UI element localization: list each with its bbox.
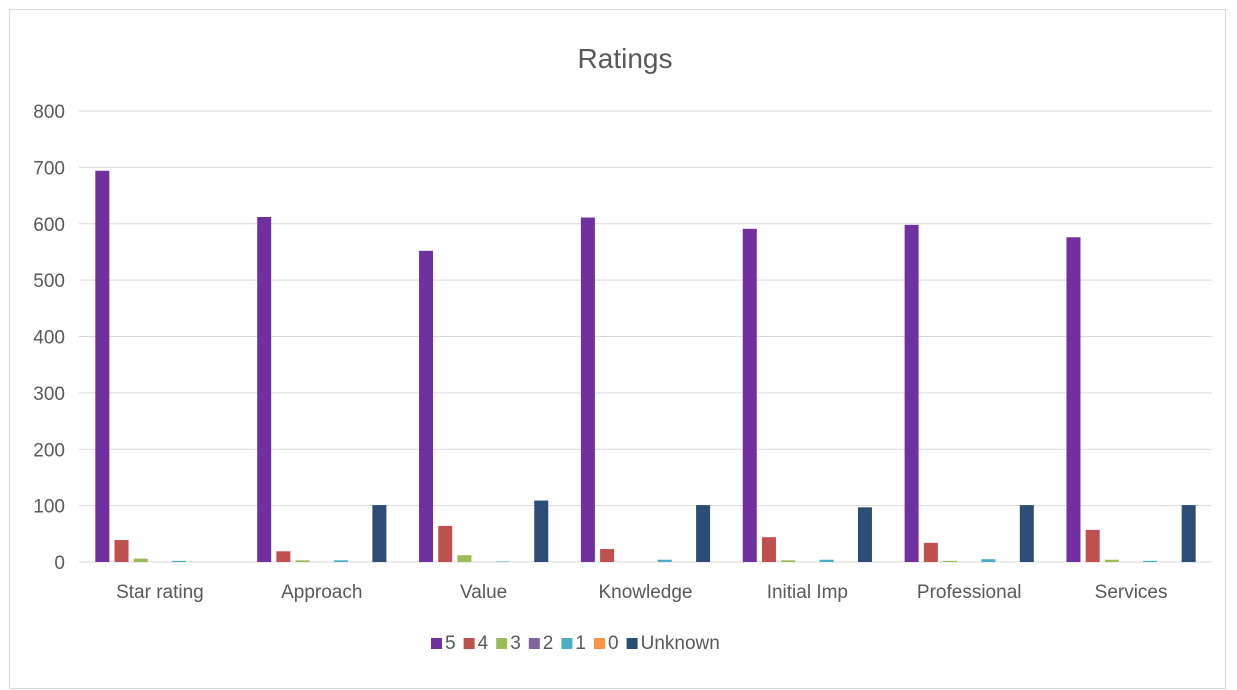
bar-5-professional (904, 224, 919, 562)
legend-swatch (626, 638, 638, 649)
bar-5-star-rating (95, 170, 110, 562)
bar-4-knowledge (600, 549, 615, 562)
x-axis-ticks: Star rating Approach Value Knowledge Initial… (116, 582, 1167, 603)
bar-5-value (419, 250, 434, 562)
bar-3-approach (295, 560, 310, 562)
x-tick-label: Value (460, 582, 507, 603)
x-tick-label: Services (1095, 582, 1168, 603)
y-tick-label: 700 (33, 158, 65, 179)
ratings-chart: Ratings 0 100 200 300 400 500 600 700 800 Star r… (33, 43, 1212, 654)
x-tick-label: Approach (281, 582, 362, 603)
legend-swatch (431, 638, 442, 649)
bar-3-star-rating (133, 558, 148, 562)
legend-swatch (594, 638, 605, 649)
bar-unknown-knowledge (696, 505, 711, 562)
y-tick-label: 800 (33, 102, 65, 123)
legend-label: 2 (543, 633, 554, 654)
bar-1-professional (981, 559, 996, 562)
y-axis-ticks: 0 100 200 300 400 500 600 700 800 (33, 102, 65, 574)
legend-item-0: 0 (594, 633, 619, 654)
bar-4-value (438, 525, 453, 562)
legend-item-3: 3 (496, 633, 521, 654)
legend-swatch (528, 638, 540, 649)
bar-3-professional (943, 560, 958, 562)
y-tick-label: 300 (33, 384, 65, 405)
x-tick-label: Knowledge (598, 582, 692, 603)
legend-label: 0 (608, 633, 619, 654)
bar-1-value (495, 561, 510, 562)
bar-1-initial-imp (819, 559, 834, 562)
bar-1-approach (333, 560, 348, 562)
gridlines (79, 110, 1212, 563)
bar-1-services (1143, 560, 1158, 562)
bar-unknown-professional (1019, 505, 1034, 562)
bar-unknown-value (534, 500, 549, 562)
bar-unknown-initial-imp (857, 507, 872, 562)
legend-label: 5 (445, 633, 456, 654)
legend-item-5: 5 (431, 633, 456, 654)
y-tick-label: 400 (33, 328, 65, 349)
x-tick-label: Professional (917, 582, 1022, 603)
bar-3-initial-imp (781, 560, 796, 562)
chart-title: Ratings (578, 43, 673, 74)
y-tick-label: 100 (33, 497, 65, 518)
x-tick-label: Initial Imp (767, 582, 848, 603)
bar-5-services (1066, 237, 1081, 562)
bar-5-initial-imp (742, 228, 757, 563)
bar-unknown-approach (372, 505, 387, 562)
bar-1-knowledge (657, 559, 672, 562)
bar-unknown-services (1181, 505, 1196, 562)
legend-label: Unknown (641, 633, 720, 654)
bar-5-approach (257, 216, 272, 563)
y-tick-label: 500 (33, 271, 65, 292)
bar-4-initial-imp (761, 537, 776, 562)
bar-3-value (457, 555, 472, 562)
bar-4-approach (276, 551, 291, 562)
bar-3-services (1104, 559, 1119, 562)
bars (95, 170, 1196, 563)
legend-item-unknown: Unknown (626, 633, 720, 654)
legend-swatch (561, 638, 573, 649)
bar-1-star-rating (172, 560, 187, 562)
bar-4-professional (923, 542, 938, 562)
y-tick-label: 0 (54, 553, 65, 574)
bar-5-knowledge (580, 217, 595, 562)
legend: 5 4 3 2 1 0 Unknown (431, 633, 720, 654)
y-tick-label: 600 (33, 215, 65, 236)
legend-item-1: 1 (561, 633, 586, 654)
legend-item-4: 4 (463, 633, 489, 654)
bar-4-services (1085, 529, 1100, 562)
bar-4-star-rating (114, 540, 129, 562)
chart-frame: Ratings 0 100 200 300 400 500 600 700 800 Star r… (9, 9, 1226, 689)
legend-label: 4 (478, 633, 489, 654)
legend-swatch (496, 638, 508, 649)
legend-swatch (463, 638, 475, 649)
y-tick-label: 200 (33, 440, 65, 461)
legend-item-2: 2 (528, 633, 554, 654)
legend-label: 3 (510, 633, 521, 654)
x-tick-label: Star rating (116, 582, 204, 603)
legend-label: 1 (575, 633, 586, 654)
